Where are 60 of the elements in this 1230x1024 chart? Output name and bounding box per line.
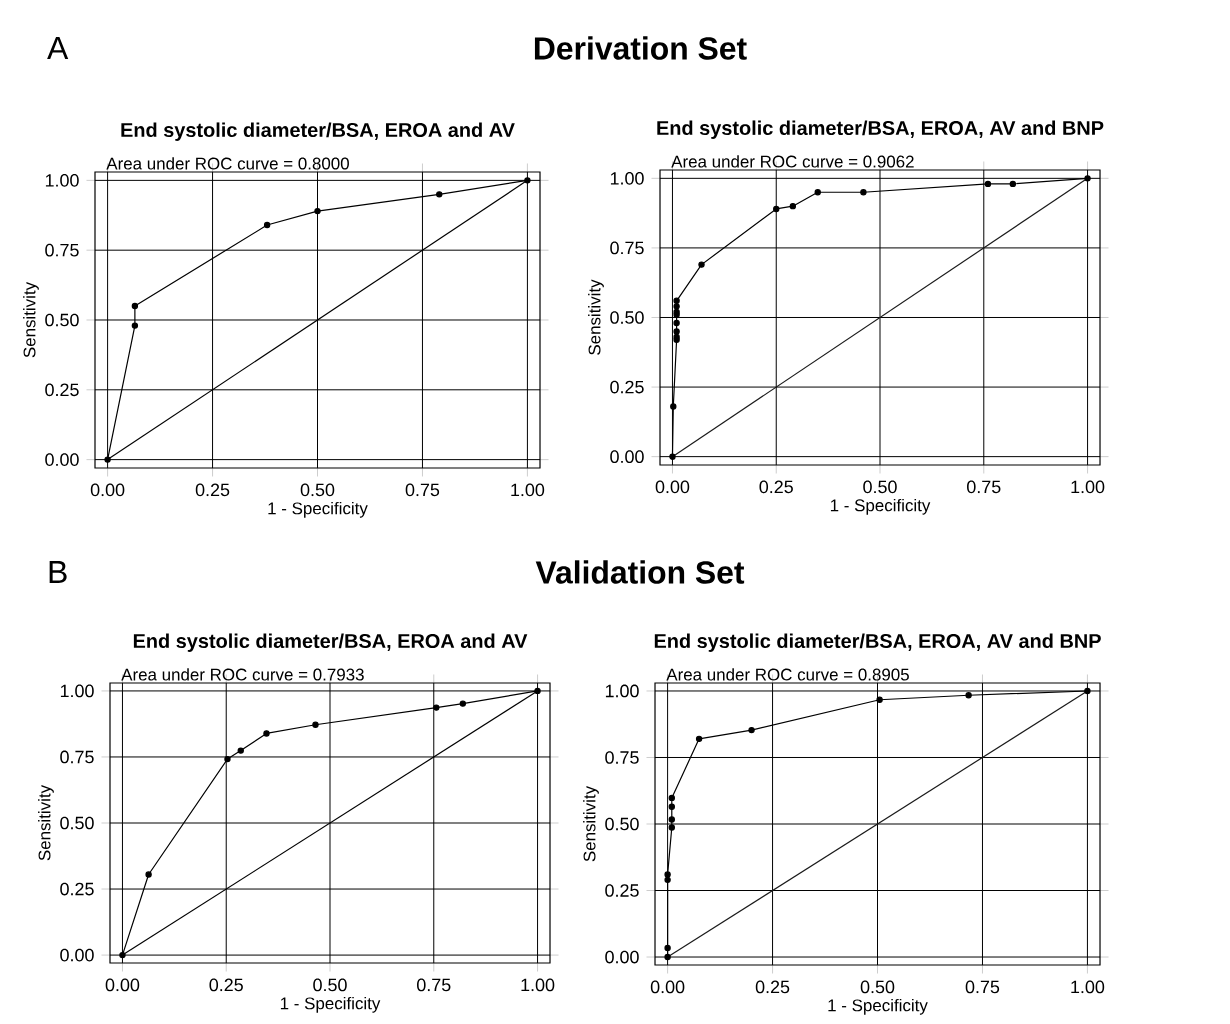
x-tick-label: 0.50 — [863, 480, 897, 494]
x-tick-label: 0.50 — [860, 980, 895, 994]
y-tick-label: 0.25 — [60, 882, 94, 896]
text: Area under ROC curve = 0.9062 — [671, 155, 914, 168]
x-tick-label: 0.50 — [313, 978, 347, 992]
x-tick-label: 1.00 — [521, 978, 555, 992]
y-tick-label: 0.50 — [60, 816, 94, 830]
y-tick-label: 0.50 — [610, 311, 644, 324]
y-tick-label: 0.00 — [60, 948, 94, 962]
x-tick-label: 0.00 — [90, 483, 125, 497]
x-axis-title: 1 - Specificity — [830, 498, 931, 515]
x-tick-label: 0.00 — [105, 978, 140, 992]
text: A — [47, 37, 69, 59]
y-axis-title: Sensitivity — [38, 784, 54, 861]
x-tick-label: 1.00 — [1071, 480, 1105, 494]
y-tick-label: 0.75 — [45, 243, 79, 257]
y-tick-label: 1.00 — [45, 174, 79, 187]
x-axis-title: 1 - Specificity — [280, 996, 381, 1013]
chart-title: End systolic diameter/BSA, EROA, AV and BNP — [654, 633, 1101, 652]
y-tick-label: 0.50 — [605, 817, 639, 831]
y-axis-title: Sensitivity — [23, 281, 39, 358]
text: Area under ROC curve = 0.7933 — [121, 668, 364, 681]
y-tick-label: 1.00 — [605, 684, 639, 698]
text: B — [49, 561, 67, 583]
x-tick-label: 1.00 — [511, 483, 545, 497]
chart-title: End systolic diameter/BSA, EROA, AV and BNP — [657, 120, 1104, 139]
y-tick-label: 0.25 — [605, 884, 639, 897]
x-tick-label: 0.25 — [195, 483, 230, 497]
chart-title: End systolic diameter/BSA, EROA and AV — [121, 122, 515, 141]
y-tick-label: 1.00 — [60, 684, 94, 698]
x-tick-label: 0.25 — [759, 480, 793, 494]
x-tick-label: 0.75 — [417, 978, 451, 992]
x-tick-label: 0.25 — [209, 978, 243, 992]
y-axis-title: Sensitivity — [583, 785, 599, 862]
y-tick-label: 0.25 — [610, 380, 644, 394]
y-tick-label: 0.00 — [610, 450, 644, 463]
x-tick-label: 0.75 — [967, 480, 1001, 494]
x-tick-label: 0.75 — [965, 980, 1000, 994]
text: Area under ROC curve = 0.8000 — [106, 157, 349, 170]
x-tick-label: 0.25 — [755, 980, 790, 994]
x-tick-label: 0.00 — [655, 480, 690, 494]
text: Derivation Set — [534, 36, 747, 60]
chart-title: End systolic diameter/BSA, EROA and AV — [133, 633, 528, 652]
text: Area under ROC curve = 0.8905 — [666, 668, 909, 681]
x-axis-title: 1 - Specificity — [268, 501, 368, 518]
y-tick-label: 0.00 — [605, 950, 639, 964]
y-tick-label: 0.75 — [60, 750, 94, 764]
y-tick-label: 0.25 — [45, 383, 79, 397]
y-tick-label: 0.50 — [45, 313, 79, 327]
y-tick-label: 0.00 — [45, 453, 79, 466]
text: Validation Set — [535, 560, 745, 584]
y-tick-label: 0.75 — [605, 751, 639, 764]
x-tick-label: 0.75 — [405, 483, 440, 497]
x-tick-label: 1.00 — [1071, 980, 1105, 994]
y-axis-title: Sensitivity — [588, 279, 604, 355]
y-tick-label: 1.00 — [610, 171, 644, 185]
x-tick-label: 0.50 — [300, 483, 335, 497]
y-tick-label: 0.75 — [610, 241, 644, 255]
x-axis-title: 1 - Specificity — [828, 998, 928, 1015]
x-tick-label: 0.00 — [650, 980, 685, 994]
